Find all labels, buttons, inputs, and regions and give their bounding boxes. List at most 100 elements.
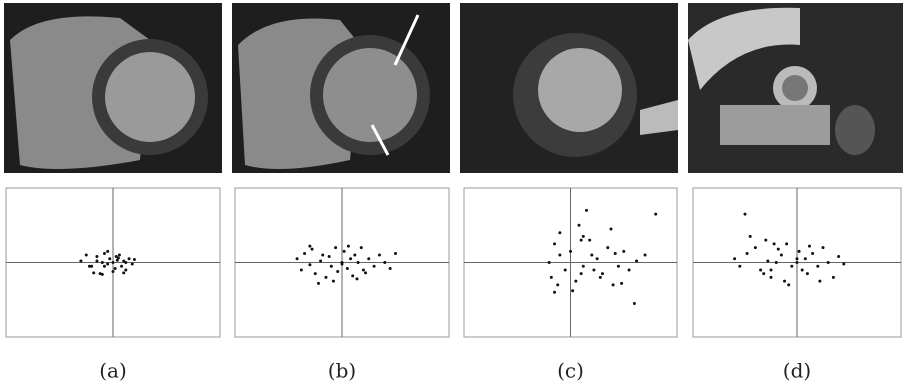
point xyxy=(837,255,841,259)
point xyxy=(361,268,365,272)
point xyxy=(764,238,768,242)
point xyxy=(106,262,110,266)
point xyxy=(779,253,783,257)
point xyxy=(334,246,338,250)
point xyxy=(584,208,588,212)
point xyxy=(627,268,631,272)
point xyxy=(351,274,355,278)
point xyxy=(558,231,562,235)
point xyxy=(329,264,333,268)
point xyxy=(117,253,121,257)
point xyxy=(324,275,328,279)
point xyxy=(364,271,368,275)
point xyxy=(800,268,804,272)
point xyxy=(87,264,91,268)
point xyxy=(120,264,124,268)
point xyxy=(102,264,106,268)
point xyxy=(592,268,596,272)
point xyxy=(547,261,551,264)
point xyxy=(313,272,317,276)
caption: (d) xyxy=(783,359,811,383)
point xyxy=(353,253,357,257)
point xyxy=(745,252,749,256)
point xyxy=(95,255,99,259)
point xyxy=(774,261,778,264)
point xyxy=(769,268,773,272)
point xyxy=(574,279,578,283)
point xyxy=(600,272,604,276)
point xyxy=(108,257,112,261)
point xyxy=(90,264,94,268)
point xyxy=(327,255,331,259)
point xyxy=(100,272,104,276)
point xyxy=(346,244,350,248)
point xyxy=(807,244,811,248)
point xyxy=(356,261,360,264)
point xyxy=(795,261,799,264)
point xyxy=(743,212,747,216)
caption: (b) xyxy=(328,359,356,383)
point xyxy=(367,257,371,261)
point xyxy=(790,264,794,268)
point xyxy=(310,247,314,251)
point xyxy=(606,246,610,250)
point xyxy=(132,258,136,262)
point xyxy=(803,257,807,261)
point xyxy=(308,263,312,267)
mri-image-b xyxy=(232,3,450,173)
point xyxy=(818,279,822,283)
point xyxy=(759,268,763,272)
point xyxy=(579,238,583,242)
point xyxy=(785,242,789,246)
point xyxy=(127,257,131,261)
point xyxy=(766,259,770,263)
point xyxy=(622,249,626,253)
point xyxy=(797,249,801,253)
point xyxy=(114,255,118,259)
point xyxy=(795,257,799,261)
point xyxy=(748,234,752,238)
point xyxy=(805,272,809,276)
mri-image-c xyxy=(460,3,678,173)
mri-image-d xyxy=(688,3,903,173)
point xyxy=(319,259,323,263)
point xyxy=(549,275,553,279)
point xyxy=(776,247,780,251)
point xyxy=(772,242,776,246)
point xyxy=(388,266,392,270)
point xyxy=(124,261,128,264)
point xyxy=(733,257,737,261)
point xyxy=(102,252,106,256)
point xyxy=(783,279,787,283)
point xyxy=(355,277,359,281)
point xyxy=(331,279,335,283)
point xyxy=(92,271,96,275)
point xyxy=(616,264,620,268)
point xyxy=(581,264,585,268)
point xyxy=(299,268,303,272)
point xyxy=(821,246,825,250)
point xyxy=(613,252,617,256)
point xyxy=(345,266,349,270)
point xyxy=(336,269,340,273)
point xyxy=(111,261,115,264)
point xyxy=(79,259,83,263)
caption: (a) xyxy=(99,359,127,383)
point xyxy=(816,264,820,268)
point xyxy=(84,253,88,257)
point xyxy=(753,246,757,250)
point xyxy=(553,242,557,246)
point xyxy=(842,262,846,266)
point xyxy=(569,249,572,253)
point xyxy=(762,272,766,276)
point xyxy=(563,268,567,272)
point xyxy=(811,252,815,256)
mri-image-a xyxy=(4,3,222,173)
point xyxy=(738,264,742,268)
point xyxy=(340,262,344,266)
point xyxy=(632,301,636,305)
point xyxy=(558,253,562,257)
point xyxy=(643,253,647,257)
point xyxy=(595,257,599,261)
